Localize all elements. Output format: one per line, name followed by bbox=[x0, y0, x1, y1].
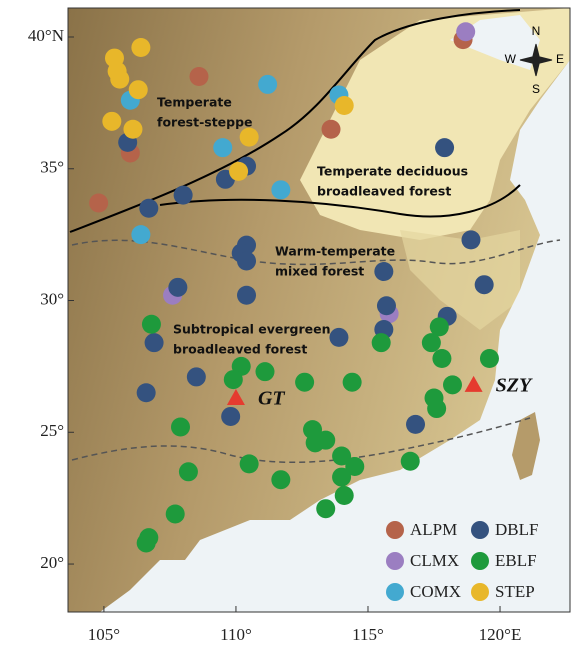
site-point bbox=[334, 486, 354, 506]
region-label: forest-steppe bbox=[157, 115, 253, 130]
site-point bbox=[332, 467, 352, 487]
site-point bbox=[131, 38, 151, 58]
y-tick-label: 40°N bbox=[28, 26, 64, 45]
site-point bbox=[461, 230, 481, 250]
legend-swatch bbox=[471, 521, 489, 539]
y-tick-label: 35° bbox=[40, 158, 64, 177]
site-label: SZY bbox=[496, 374, 533, 396]
site-point bbox=[329, 327, 349, 347]
map-frame bbox=[67, 7, 571, 613]
compass-label: N bbox=[532, 24, 541, 38]
site-point bbox=[406, 414, 426, 434]
site-point bbox=[168, 277, 188, 297]
site-point bbox=[474, 275, 494, 295]
site-point bbox=[345, 457, 365, 477]
site-point bbox=[321, 119, 341, 139]
region-label: broadleaved forest bbox=[317, 184, 451, 199]
compass-label: S bbox=[532, 82, 540, 96]
legend-swatch bbox=[386, 583, 404, 601]
legend-label: DBLF bbox=[495, 520, 538, 539]
site-point bbox=[223, 370, 243, 390]
site-point bbox=[295, 372, 315, 392]
y-tick-label: 20° bbox=[40, 553, 64, 572]
site-point bbox=[376, 296, 396, 316]
site-point bbox=[221, 406, 241, 426]
site-point bbox=[421, 333, 441, 353]
site-point bbox=[131, 225, 151, 245]
site-point bbox=[371, 333, 391, 353]
site-point bbox=[237, 251, 257, 271]
site-point bbox=[128, 80, 148, 100]
legend-label: EBLF bbox=[495, 551, 537, 570]
site-point bbox=[342, 372, 362, 392]
site-point bbox=[271, 180, 291, 200]
x-tick-label: 110° bbox=[220, 625, 252, 644]
site-point bbox=[239, 127, 259, 147]
legend-swatch bbox=[386, 521, 404, 539]
x-tick-label: 105° bbox=[88, 625, 120, 644]
site-point bbox=[102, 111, 122, 131]
site-point bbox=[271, 470, 291, 490]
site-point bbox=[136, 533, 156, 553]
site-point bbox=[173, 185, 193, 205]
site-point bbox=[255, 362, 275, 382]
site-point bbox=[374, 262, 394, 282]
site-point bbox=[213, 138, 233, 158]
compass-label: E bbox=[556, 52, 564, 66]
region-label: Subtropical evergreen bbox=[173, 322, 331, 337]
site-marker bbox=[464, 375, 483, 392]
x-tick-label: 115° bbox=[352, 625, 384, 644]
site-point bbox=[427, 399, 447, 419]
legend-swatch bbox=[471, 552, 489, 570]
site-point bbox=[432, 348, 452, 368]
compass-rose bbox=[519, 43, 553, 77]
x-tick-label: 120°E bbox=[479, 625, 522, 644]
site-point bbox=[258, 74, 278, 94]
legend-swatch bbox=[386, 552, 404, 570]
y-tick-label: 25° bbox=[40, 421, 64, 440]
legend-label: CLMX bbox=[410, 551, 459, 570]
site-point bbox=[139, 198, 159, 218]
site-point bbox=[316, 430, 336, 450]
site-point bbox=[334, 96, 354, 116]
site-point bbox=[435, 138, 455, 158]
legend-label: COMX bbox=[410, 582, 461, 601]
site-point bbox=[186, 367, 206, 387]
site-point bbox=[141, 314, 161, 334]
site-point bbox=[189, 67, 209, 87]
region-label: Warm-temperate bbox=[275, 244, 395, 259]
site-point bbox=[400, 451, 420, 471]
site-point bbox=[237, 285, 257, 305]
region-label: Temperate deciduous bbox=[317, 164, 468, 179]
region-label: Temperate bbox=[157, 95, 232, 110]
site-point bbox=[178, 462, 198, 482]
legend-label: ALPM bbox=[410, 520, 457, 539]
site-point bbox=[229, 161, 249, 181]
compass-label: W bbox=[505, 52, 517, 66]
site-point bbox=[136, 383, 156, 403]
site-point bbox=[442, 375, 462, 395]
site-point bbox=[110, 69, 130, 89]
legend-swatch bbox=[471, 583, 489, 601]
site-point bbox=[479, 348, 499, 368]
site-point bbox=[316, 499, 336, 519]
site-label: GT bbox=[258, 388, 285, 410]
legend-label: STEP bbox=[495, 582, 535, 601]
site-point bbox=[456, 22, 476, 42]
site-point bbox=[89, 193, 109, 213]
y-tick-label: 30° bbox=[40, 289, 64, 308]
site-point bbox=[165, 504, 185, 524]
site-point bbox=[332, 446, 352, 466]
site-point bbox=[239, 454, 259, 474]
site-point bbox=[170, 417, 190, 437]
site-point bbox=[144, 333, 164, 353]
region-label: mixed forest bbox=[275, 264, 364, 279]
region-label: broadleaved forest bbox=[173, 342, 307, 357]
site-point bbox=[123, 119, 143, 139]
site-point bbox=[429, 317, 449, 337]
site-marker bbox=[226, 389, 245, 406]
